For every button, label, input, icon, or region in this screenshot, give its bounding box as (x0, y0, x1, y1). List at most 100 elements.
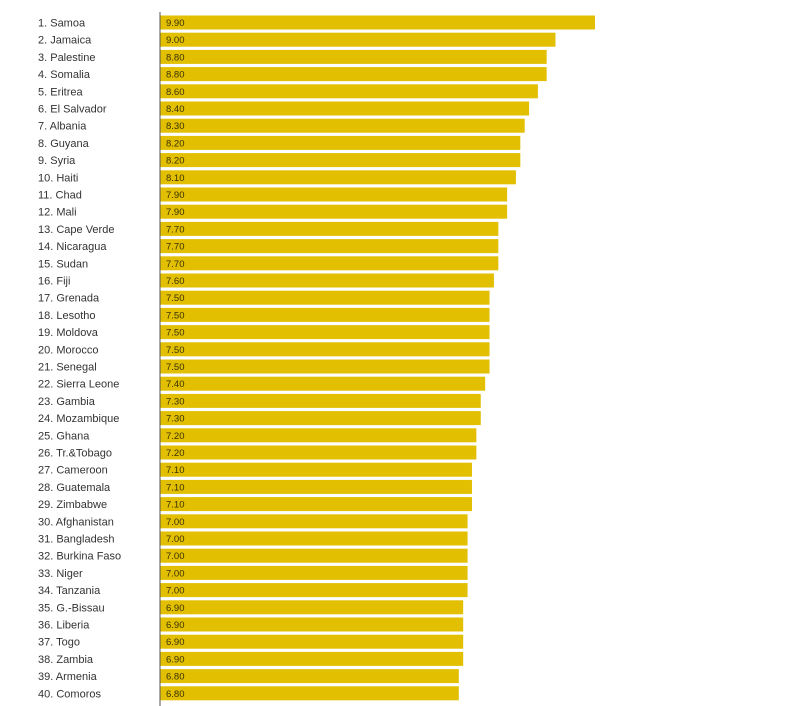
bar-value-label: 7.00 (166, 517, 185, 528)
category-label: 5. Eritrea (38, 86, 84, 98)
bar-value-label: 7.70 (166, 242, 185, 253)
bar (160, 273, 494, 288)
category-label: 30. Afghanistan (38, 516, 114, 528)
category-label: 27. Cameroon (38, 465, 108, 477)
bar-value-label: 8.80 (166, 70, 185, 81)
bar-value-label: 6.90 (166, 603, 185, 614)
bar-value-label: 7.00 (166, 551, 185, 562)
bar-value-label: 8.80 (166, 52, 185, 63)
bar (160, 101, 530, 116)
category-label: 19. Moldova (38, 327, 99, 339)
bar-value-label: 8.40 (166, 104, 185, 115)
category-label: 37. Togo (38, 637, 80, 649)
bar (160, 634, 464, 649)
bar-value-label: 7.00 (166, 534, 185, 545)
bar (160, 15, 595, 30)
category-label: 9. Syria (38, 155, 76, 167)
category-label: 22. Sierra Leone (38, 379, 119, 391)
category-label: 23. Gambia (38, 396, 96, 408)
bar-value-label: 8.30 (166, 121, 185, 132)
bar (160, 462, 472, 477)
bar (160, 153, 521, 168)
bar-value-label: 8.20 (166, 156, 185, 167)
bar-value-label: 7.20 (166, 431, 185, 442)
category-label: 35. G.-Bissau (38, 602, 105, 614)
bar (160, 221, 499, 236)
bar-value-label: 8.20 (166, 138, 185, 149)
bar-value-label: 8.60 (166, 87, 185, 98)
bar (160, 32, 556, 47)
category-label: 20. Morocco (38, 344, 99, 356)
bar (160, 204, 508, 219)
bar (160, 651, 464, 666)
bar (160, 411, 481, 426)
category-labels-group: 1. Samoa 2. Jamaica 3. Palestine 4. Somalia… (38, 18, 121, 701)
bar-value-label: 7.10 (166, 500, 185, 511)
bar (160, 445, 477, 460)
bar (160, 583, 468, 598)
bar (160, 135, 521, 150)
bar-value-label: 7.70 (166, 259, 185, 270)
bar-value-label: 7.50 (166, 310, 185, 321)
bar (160, 376, 486, 391)
bar (160, 84, 538, 99)
category-label: 1. Samoa (38, 18, 86, 30)
bar-value-label: 7.90 (166, 207, 185, 218)
bar-value-label: 6.90 (166, 637, 185, 648)
bar (160, 307, 490, 322)
bar-value-label: 7.50 (166, 362, 185, 373)
bar-value-label: 7.90 (166, 190, 185, 201)
bar (160, 497, 472, 512)
bar (160, 170, 516, 185)
bar (160, 686, 459, 701)
category-label: 29. Zimbabwe (38, 499, 107, 511)
bar-value-label: 6.80 (166, 689, 185, 700)
category-label: 40. Comoros (38, 688, 101, 700)
bar (160, 118, 525, 133)
bar-value-label: 7.70 (166, 224, 185, 235)
bar (160, 256, 499, 271)
bar-value-label: 9.00 (166, 35, 185, 46)
bar (160, 669, 459, 684)
bar-value-label: 9.90 (166, 18, 185, 29)
bar (160, 565, 468, 580)
bar-value-label: 7.30 (166, 414, 185, 425)
category-label: 15. Sudan (38, 258, 88, 270)
bar (160, 617, 464, 632)
category-label: 21. Senegal (38, 362, 97, 374)
category-label: 11. Chad (38, 190, 82, 202)
bar (160, 531, 468, 546)
bar-value-label: 7.10 (166, 465, 185, 476)
category-label: 10. Haiti (38, 172, 78, 184)
bar (160, 49, 547, 64)
bar (160, 393, 481, 408)
category-label: 2. Jamaica (38, 35, 92, 47)
bar (160, 514, 468, 529)
category-label: 38. Zambia (38, 654, 94, 666)
bar (160, 187, 508, 202)
bar (160, 548, 468, 563)
category-label: 16. Fiji (38, 276, 70, 288)
category-label: 34. Tanzania (38, 585, 101, 597)
category-label: 24. Mozambique (38, 413, 119, 425)
category-label: 26. Tr.&Tobago (38, 448, 112, 460)
category-label: 6. El Salvador (38, 104, 107, 116)
category-label: 14. Nicaragua (38, 241, 107, 253)
bar (160, 342, 490, 357)
bar-value-label: 7.50 (166, 293, 185, 304)
bar (160, 428, 477, 443)
category-label: 13. Cape Verde (38, 224, 114, 236)
category-label: 7. Albania (38, 121, 87, 133)
category-label: 33. Niger (38, 568, 83, 580)
category-label: 3. Palestine (38, 52, 95, 64)
bar-value-label: 7.00 (166, 586, 185, 597)
category-label: 25. Ghana (38, 430, 90, 442)
category-label: 32. Burkina Faso (38, 551, 121, 563)
bar-value-label: 7.00 (166, 568, 185, 579)
bar-value-label: 7.40 (166, 379, 185, 390)
category-label: 31. Bangladesh (38, 534, 114, 546)
bar-value-label: 6.90 (166, 654, 185, 665)
bars-group: 9.90 9.00 8.80 8.80 8.60 8.40 8.30 8.20 8.20 8.10… (160, 15, 595, 701)
bar (160, 479, 472, 494)
bar-value-label: 7.50 (166, 345, 185, 356)
